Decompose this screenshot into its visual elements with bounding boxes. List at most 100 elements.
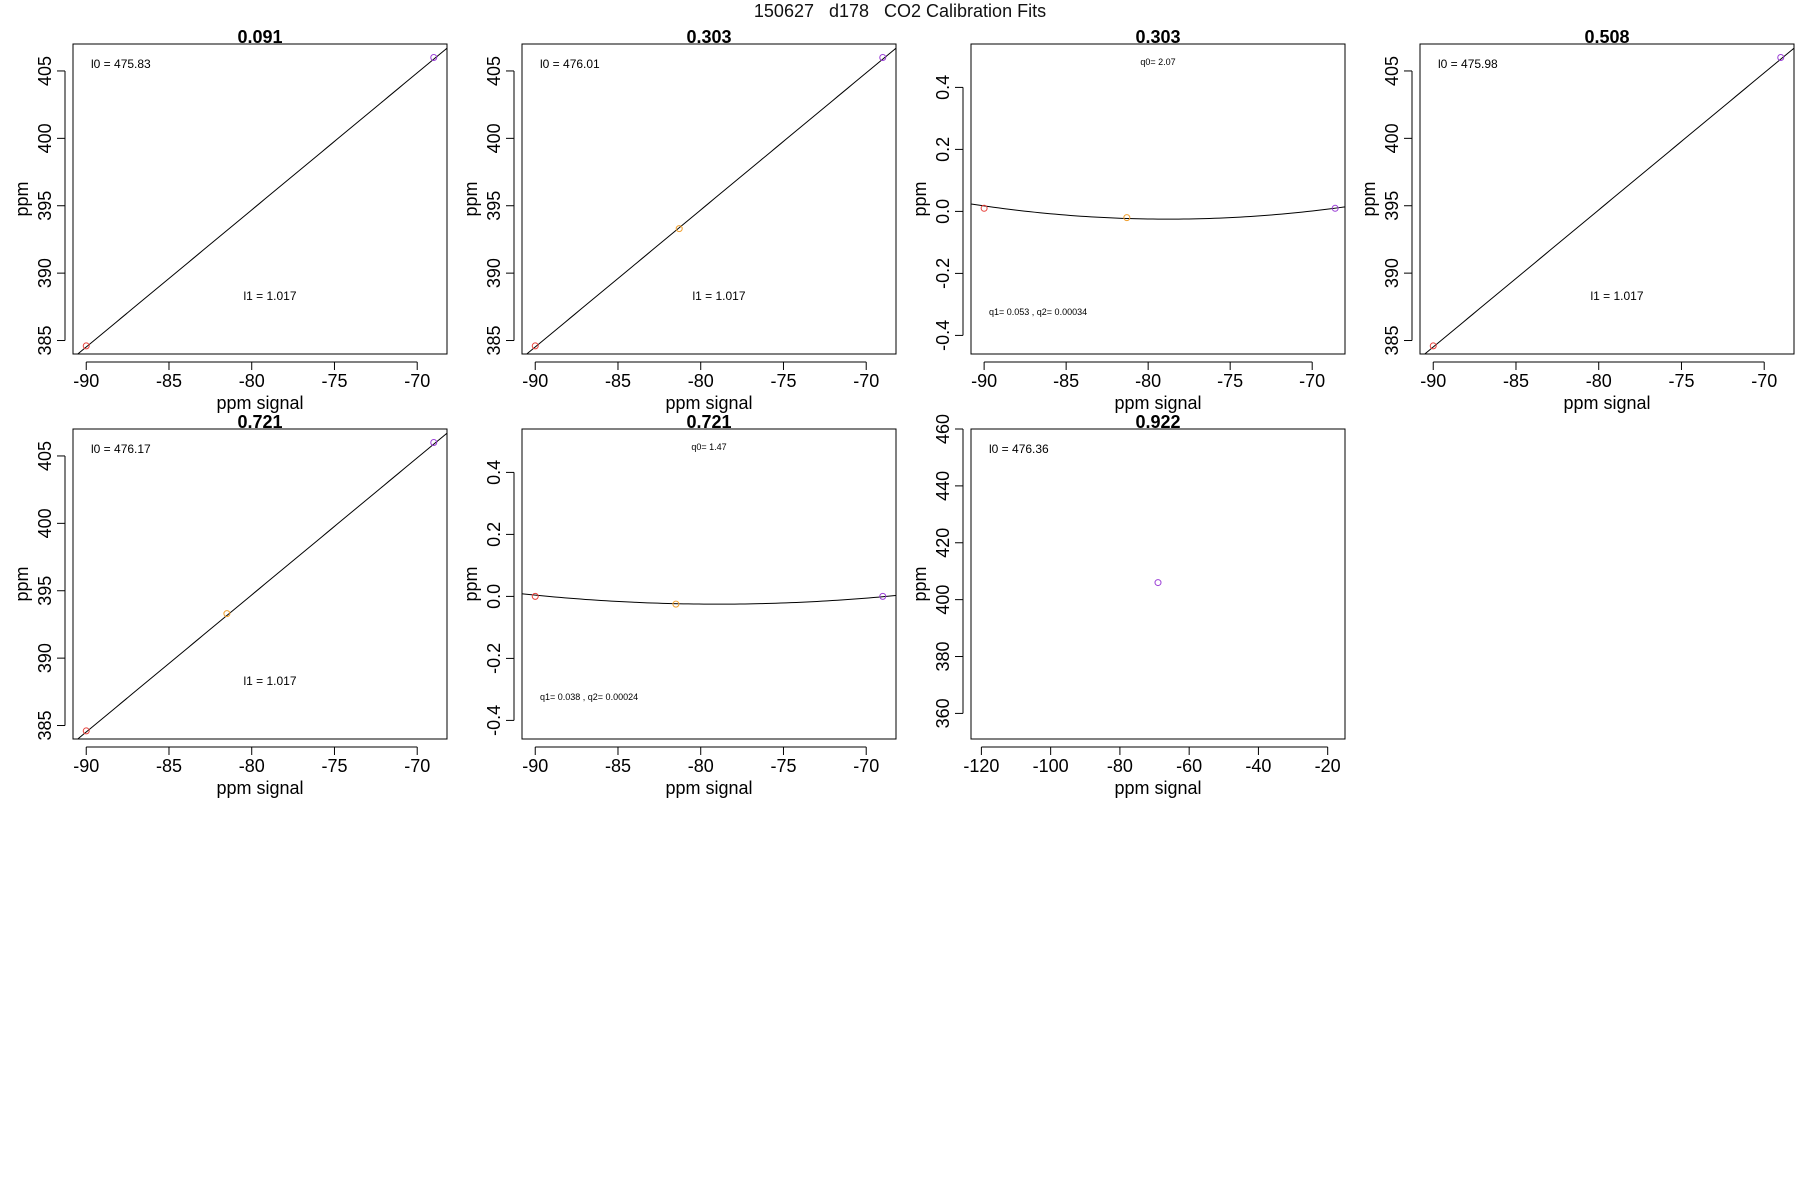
y-tick-label: 0.0	[933, 199, 953, 224]
data-point	[980, 204, 988, 212]
fit-annotation: l1 = 1.017	[243, 674, 296, 688]
y-tick-label: 385	[484, 325, 504, 355]
plot-frame	[72, 428, 448, 740]
fit-annotation: l0 = 476.01	[540, 57, 600, 71]
x-axis-label: ppm signal	[665, 778, 752, 798]
x-tick-label: -120	[963, 756, 999, 776]
y-tick-label: 400	[35, 123, 55, 153]
y-axis-label: ppm	[12, 181, 32, 216]
x-axis-label: ppm signal	[216, 393, 303, 413]
y-tick-label: 420	[933, 528, 953, 558]
y-tick-label: 400	[484, 123, 504, 153]
x-tick-label: -90	[522, 756, 548, 776]
fit-annotation: l0 = 476.36	[989, 442, 1049, 456]
fit-annotation: q0= 1.47	[691, 442, 726, 452]
data-point	[531, 342, 539, 350]
y-tick-label: 0.2	[484, 522, 504, 547]
chart-panel-5: 0.721 -90 -85 -80 -75 -70 385 390 395 400 405 ppm s…	[12, 412, 448, 798]
data-point	[82, 342, 90, 350]
plot-frame	[1419, 43, 1795, 355]
x-tick-label: -80	[1586, 371, 1612, 391]
y-tick-label: 385	[35, 325, 55, 355]
y-tick-label: 0.4	[933, 75, 953, 100]
data-point	[1123, 214, 1131, 222]
y-tick-label: 0.4	[484, 460, 504, 485]
y-tick-label: 460	[933, 414, 953, 444]
y-tick-label: 390	[484, 258, 504, 288]
x-tick-label: -75	[1668, 371, 1694, 391]
data-point	[223, 610, 231, 618]
y-tick-label: 385	[1382, 325, 1402, 355]
data-point	[1777, 53, 1785, 61]
data-point	[430, 53, 438, 61]
plot-frame	[970, 43, 1346, 355]
fit-annotation: l1 = 1.017	[1590, 289, 1643, 303]
x-tick-label: -60	[1176, 756, 1202, 776]
x-tick-label: -70	[853, 371, 879, 391]
x-tick-label: -70	[1299, 371, 1325, 391]
chart-panel-3: 0.303 -90 -85 -80 -75 -70 -0.4 -0.2 0.0 0.2 0.4 ppm…	[910, 27, 1346, 413]
x-tick-label: -75	[770, 756, 796, 776]
x-tick-label: -75	[321, 371, 347, 391]
x-axis-label: ppm signal	[1563, 393, 1650, 413]
x-tick-label: -90	[73, 371, 99, 391]
x-tick-label: -80	[1135, 371, 1161, 391]
plot-frame	[521, 428, 897, 740]
x-axis-label: ppm signal	[665, 393, 752, 413]
panel-title: 0.508	[1584, 27, 1629, 47]
y-tick-label: 405	[35, 441, 55, 471]
fit-annotation: l1 = 1.017	[692, 289, 745, 303]
fit-annotation: q1= 0.038 , q2= 0.00024	[540, 692, 638, 702]
y-tick-label: 380	[933, 641, 953, 671]
data-point	[1429, 342, 1437, 350]
data-point	[675, 225, 683, 233]
data-point	[430, 438, 438, 446]
y-axis-label: ppm	[910, 566, 930, 601]
data-point	[1154, 579, 1162, 587]
data-point	[1331, 204, 1339, 212]
panel-title: 0.091	[237, 27, 282, 47]
y-tick-label: 405	[1382, 56, 1402, 86]
x-tick-label: -90	[1420, 371, 1446, 391]
y-tick-label: 390	[35, 643, 55, 673]
y-axis-label: ppm	[461, 181, 481, 216]
x-tick-label: -70	[404, 371, 430, 391]
y-axis-label: ppm	[12, 566, 32, 601]
chart-panel-6: 0.721 -90 -85 -80 -75 -70 -0.4 -0.2 0.0 0.2 0.4 ppm…	[461, 412, 897, 798]
y-tick-label: -0.4	[484, 705, 504, 736]
panel-title: 0.303	[686, 27, 731, 47]
y-tick-label: 405	[484, 56, 504, 86]
y-tick-label: 390	[1382, 258, 1402, 288]
y-tick-label: -0.2	[484, 643, 504, 674]
x-tick-label: -85	[605, 371, 631, 391]
chart-panel-2: 0.303 -90 -85 -80 -75 -70 385 390 395 400 405 ppm s…	[461, 27, 897, 413]
x-tick-label: -80	[688, 371, 714, 391]
x-tick-label: -70	[404, 756, 430, 776]
panel-title: 0.303	[1135, 27, 1180, 47]
x-axis-label: ppm signal	[216, 778, 303, 798]
y-tick-label: 0.2	[933, 137, 953, 162]
fit-annotation: l0 = 475.98	[1438, 57, 1498, 71]
y-tick-label: 400	[933, 585, 953, 615]
data-point	[879, 592, 887, 600]
y-tick-label: 395	[35, 576, 55, 606]
x-tick-label: -75	[321, 756, 347, 776]
x-tick-label: -80	[1107, 756, 1133, 776]
fit-line	[1423, 47, 1794, 354]
y-tick-label: 385	[35, 710, 55, 740]
x-tick-label: -40	[1245, 756, 1271, 776]
fit-annotation: l1 = 1.017	[243, 289, 296, 303]
y-tick-label: 390	[35, 258, 55, 288]
fit-line	[76, 47, 447, 354]
x-tick-label: -75	[1217, 371, 1243, 391]
y-tick-label: 405	[35, 56, 55, 86]
y-tick-label: 0.0	[484, 584, 504, 609]
y-axis-label: ppm	[910, 181, 930, 216]
x-tick-label: -85	[156, 371, 182, 391]
page-title: 150627 d178 CO2 Calibration Fits	[753, 1, 1047, 21]
y-tick-label: 360	[933, 698, 953, 728]
x-tick-label: -70	[853, 756, 879, 776]
x-tick-label: -80	[239, 371, 265, 391]
x-tick-label: -80	[239, 756, 265, 776]
